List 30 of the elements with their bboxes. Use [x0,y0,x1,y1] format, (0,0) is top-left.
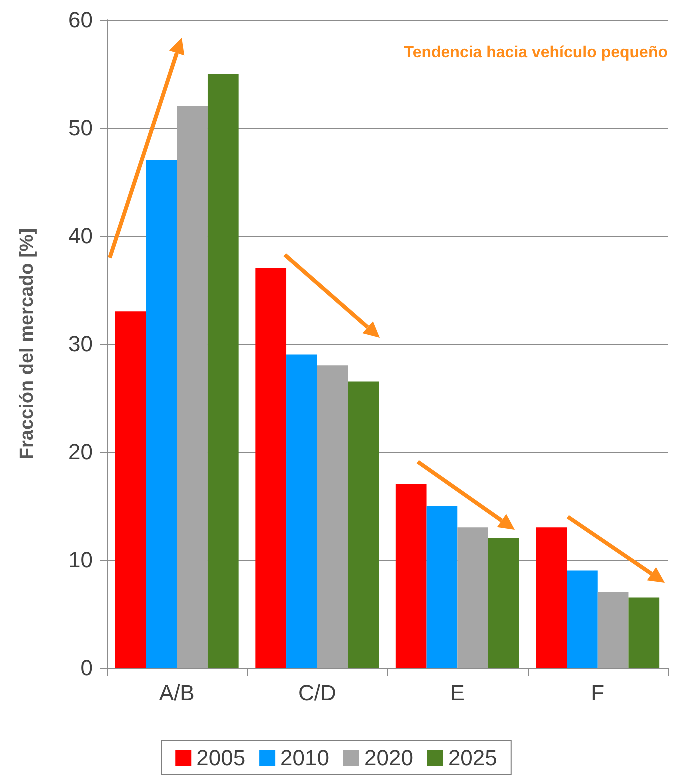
y-tick-label: 10 [68,548,93,572]
legend-label: 2025 [448,746,498,770]
y-tick-label: 20 [68,440,93,464]
bar [115,312,146,668]
y-tick-label: 50 [68,116,93,140]
bar [256,268,287,668]
legend-label: 2020 [364,746,414,770]
y-tick-label: 0 [80,656,93,680]
bar [536,528,568,668]
bar [458,528,488,668]
y-tick-label: 60 [68,8,93,32]
bar [208,74,239,668]
bar [628,598,660,668]
y-axis-title: Fracción del mercado [%] [17,228,38,460]
legend-label: 2010 [280,746,330,770]
y-tick-label: 40 [68,224,93,248]
bar [488,538,520,668]
bar [317,366,348,668]
y-tick-label: 30 [68,332,93,356]
bar [396,484,427,668]
bar [177,106,208,668]
bar [598,592,629,668]
bar [348,382,380,668]
x-tick-label: F [591,680,605,706]
bar [286,354,318,668]
x-tick-label: A/B [159,680,195,706]
x-tick-label: E [450,680,465,706]
x-tick-label: C/D [298,680,336,706]
annotation: Tendencia hacia vehículo pequeño [404,44,668,62]
legend-label: 2005 [196,746,246,770]
